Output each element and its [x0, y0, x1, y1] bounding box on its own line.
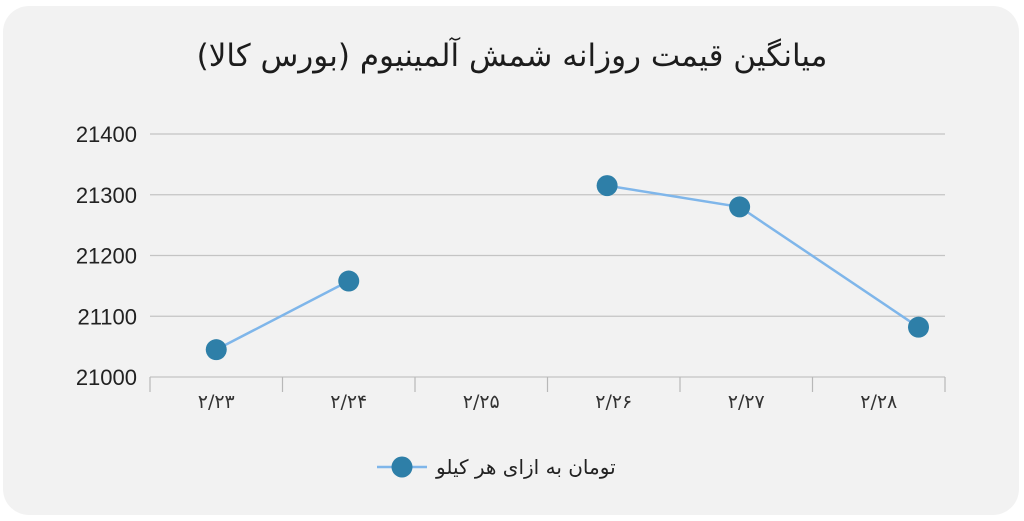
x-tick-label: ۲/۲۷	[728, 391, 765, 413]
legend: تومان به ازای هر کیلو	[377, 455, 616, 479]
x-tick-label: ۲/۲۳	[198, 391, 235, 413]
legend-marker-swatch	[391, 456, 413, 478]
x-tick-label: ۲/۲۶	[595, 391, 632, 413]
y-tick-label: 21400	[76, 122, 137, 147]
series-points	[205, 175, 929, 361]
y-axis: 21000 21100 21200 21300 21400	[76, 122, 137, 390]
series-line-segment	[606, 184, 920, 329]
x-axis: ۲/۲۳ ۲/۲۴ ۲/۲۵ ۲/۲۶ ۲/۲۷ ۲/۲۸	[149, 377, 946, 413]
chart-title: میانگین قیمت روزانه شمش آلمینیوم (بورس ک…	[196, 38, 828, 74]
data-point	[338, 270, 360, 292]
gridlines	[150, 133, 945, 378]
chart-card	[3, 6, 1019, 515]
series-line-segment	[215, 279, 350, 351]
y-tick-label: 21200	[76, 244, 137, 269]
data-point	[908, 316, 929, 338]
y-tick-label: 21300	[76, 183, 137, 208]
legend-label: تومان به ازای هر کیلو	[435, 455, 616, 479]
x-tick-label: ۲/۲۵	[463, 391, 500, 413]
data-point	[596, 175, 618, 197]
y-tick-label: 21100	[77, 304, 137, 329]
x-tick-label: ۲/۲۸	[860, 391, 897, 413]
x-tick-label: ۲/۲۴	[330, 391, 367, 413]
y-tick-label: 21000	[76, 365, 137, 390]
data-point	[205, 339, 227, 361]
data-point	[729, 196, 751, 218]
series-lines	[215, 184, 920, 351]
